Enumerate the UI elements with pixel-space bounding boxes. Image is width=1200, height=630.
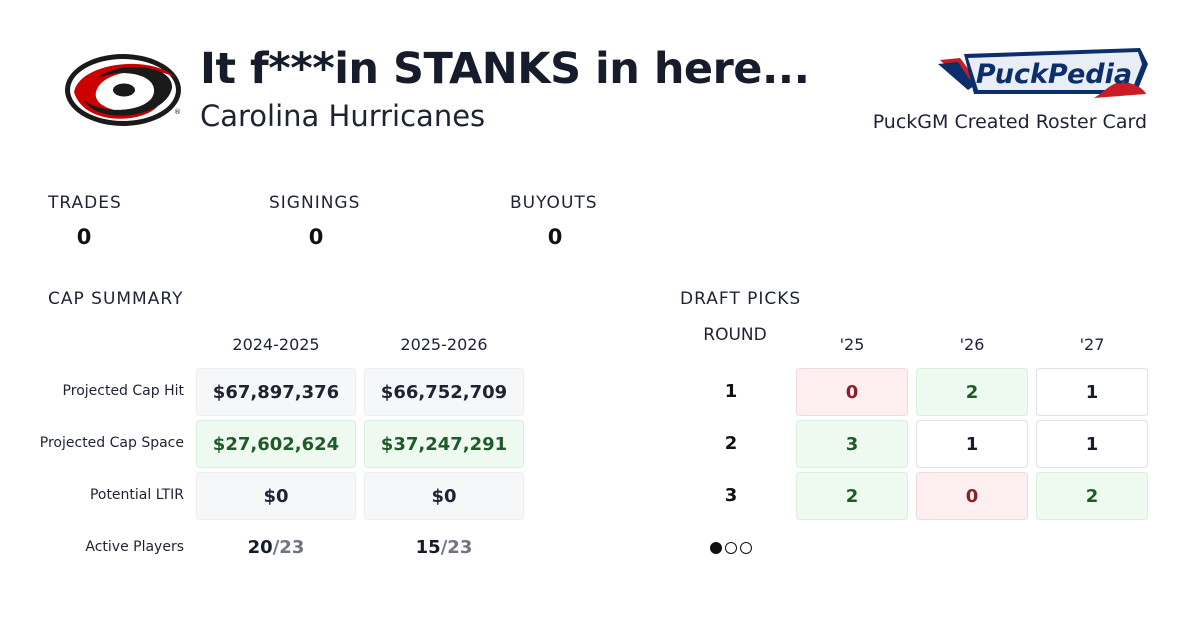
season-header: 2025-2026 [400,335,488,354]
svg-text:®: ® [174,108,181,116]
pick-cell: 2 [796,472,908,520]
page-dot[interactable] [725,542,737,554]
pick-cell: 3 [796,420,908,468]
puckpedia-logo-text: PuckPedia [976,59,1132,90]
active-players-max: /23 [440,537,473,558]
signings-value: 0 [308,225,324,249]
cap-hit-cell: $66,752,709 [364,368,524,416]
team-name: Carolina Hurricanes [200,99,486,133]
active-players-current: 15 [415,537,441,558]
page-dot-active[interactable] [710,542,722,554]
active-players-label: Active Players [85,539,184,555]
ltir-label: Potential LTIR [89,487,184,503]
year-header: '26 [959,335,985,354]
trades-value: 0 [76,225,92,249]
pick-cell: 2 [1036,472,1148,520]
round-number: 3 [724,485,738,506]
year-header: '27 [1079,335,1105,354]
ltir-cell: $0 [364,472,524,520]
pick-cell: 1 [916,420,1028,468]
year-header: '25 [839,335,865,354]
active-players-count: 20/23 [196,537,356,558]
hurricanes-logo-icon: ® [65,54,181,126]
pick-cell: 2 [916,368,1028,416]
puckpedia-logo-icon: PuckPedia [938,48,1148,98]
brand-caption: PuckGM Created Roster Card [872,111,1147,133]
cap-space-label: Projected Cap Space [39,435,184,451]
round-header: ROUND [703,325,767,345]
cap-space-cell: $37,247,291 [364,420,524,468]
cap-hit-cell: $67,897,376 [196,368,356,416]
pagination-dots [710,542,752,554]
cap-hit-label: Projected Cap Hit [62,383,184,399]
active-players-max: /23 [272,537,305,558]
cap-summary-title: CAP SUMMARY [48,289,184,309]
round-number: 1 [724,381,738,402]
active-players-count: 15/23 [364,537,524,558]
draft-picks-title: DRAFT PICKS [680,289,802,309]
active-players-current: 20 [247,537,273,558]
season-header: 2024-2025 [232,335,320,354]
pick-cell: 1 [1036,368,1148,416]
round-number: 2 [724,433,738,454]
pick-cell: 0 [916,472,1028,520]
trades-label: TRADES [48,193,122,213]
pick-cell: 1 [1036,420,1148,468]
page-dot[interactable] [740,542,752,554]
cap-space-cell: $27,602,624 [196,420,356,468]
buyouts-value: 0 [547,225,563,249]
pick-cell: 0 [796,368,908,416]
signings-label: SIGNINGS [269,193,361,213]
page-title: It f***in STANKS in here... [200,44,810,94]
buyouts-label: BUYOUTS [510,193,598,213]
ltir-cell: $0 [196,472,356,520]
